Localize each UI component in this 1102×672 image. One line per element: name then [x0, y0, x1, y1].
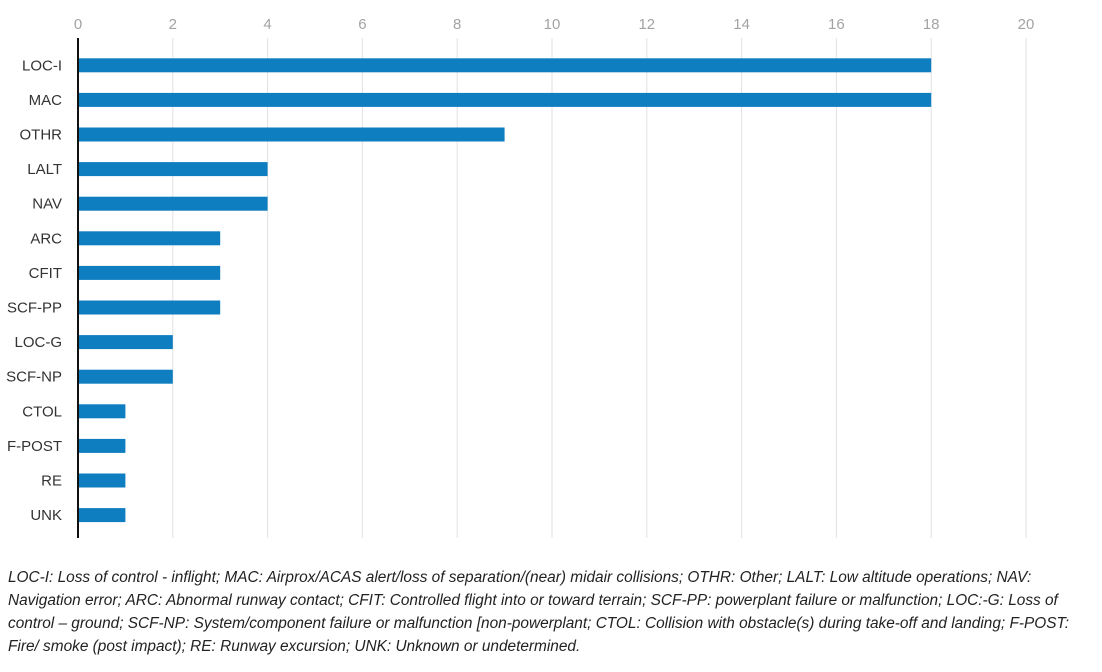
bar-chart: 0 2 4 6 8 10 12 14 16 18 20 LOC-I MAC OTHR LALT NAV ARC…	[6, 16, 1035, 538]
bar	[78, 369, 173, 384]
x-tick-label: 20	[1018, 16, 1035, 33]
x-tick-label: 14	[733, 16, 750, 33]
bar	[78, 404, 126, 419]
category-label: SCF-PP	[7, 300, 62, 317]
category-label: F-POST	[7, 438, 62, 455]
category-label: UNK	[30, 507, 62, 524]
bar	[78, 335, 173, 350]
bar	[78, 196, 268, 211]
bar	[78, 473, 126, 488]
category-label: NAV	[32, 196, 62, 213]
bar	[78, 438, 126, 453]
category-label: MAC	[29, 92, 63, 109]
x-tick-label: 16	[828, 16, 845, 33]
x-tick-label: 2	[169, 16, 177, 33]
bar	[78, 92, 932, 107]
bar	[78, 265, 221, 280]
category-label: CFIT	[29, 265, 62, 282]
category-labels: LOC-I MAC OTHR LALT NAV ARC CFIT SCF-PP LOC-G SCF…	[6, 57, 62, 524]
bar	[78, 300, 221, 315]
bars	[78, 58, 932, 523]
x-tick-label: 8	[453, 16, 461, 33]
category-label: LOC-G	[14, 334, 62, 351]
gridlines	[172, 38, 1027, 538]
bar	[78, 162, 268, 177]
bar	[78, 508, 126, 523]
category-label: RE	[41, 473, 62, 490]
x-tick-label: 18	[923, 16, 940, 33]
category-label: ARC	[30, 230, 62, 247]
bar	[78, 127, 505, 142]
bar	[78, 58, 932, 73]
footnote: LOC-I: Loss of control - inflight; MAC: …	[8, 569, 1070, 655]
category-label: OTHR	[20, 127, 63, 144]
x-tick-label: 10	[544, 16, 561, 33]
x-tick-label: 6	[358, 16, 366, 33]
x-tick-label: 4	[263, 16, 271, 33]
x-tick-label: 0	[74, 16, 82, 33]
category-label: SCF-NP	[6, 369, 62, 386]
category-label: LALT	[27, 161, 62, 178]
category-label: CTOL	[22, 403, 62, 420]
x-tick-label: 12	[638, 16, 655, 33]
bar	[78, 231, 221, 246]
category-label: LOC-I	[22, 57, 62, 74]
x-axis-ticks: 0 2 4 6 8 10 12 14 16 18 20	[74, 16, 1035, 33]
